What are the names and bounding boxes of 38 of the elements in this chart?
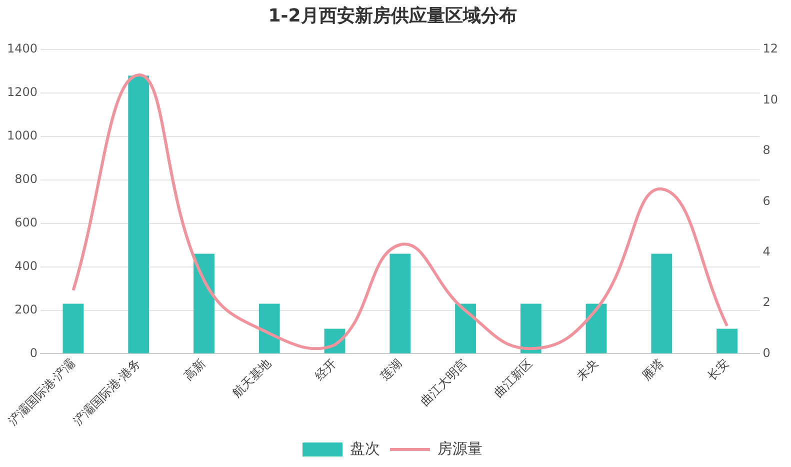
y-tick-label: 1200 <box>6 85 38 100</box>
x-tick-label: 曲江新区 <box>491 356 536 400</box>
y-tick-label: 1400 <box>6 42 38 56</box>
x-tick-label: 未央 <box>574 356 601 384</box>
x-tick-label: 莲湖 <box>378 356 404 384</box>
bar <box>128 76 150 354</box>
line-series <box>72 73 729 350</box>
x-tick-label: 长安 <box>704 356 732 384</box>
y2-tick-label: 4 <box>762 244 770 258</box>
y-tick-label: 0 <box>30 346 38 360</box>
bar <box>194 254 214 354</box>
y-tick-label: 800 <box>14 172 38 186</box>
x-tick-label: 航天基地 <box>230 356 274 400</box>
x-tick-label: 高新 <box>181 356 208 384</box>
bar <box>520 304 542 354</box>
x-tick-label: 雁塔 <box>639 356 666 384</box>
y-tick-label: 400 <box>14 258 38 273</box>
y2-tick-label: 8 <box>762 143 770 158</box>
bar <box>651 254 672 354</box>
y-tick-label: 600 <box>14 216 38 230</box>
x-tick-label: 曲江大明宫 <box>418 356 470 409</box>
bar <box>258 304 280 354</box>
legend-label: 盘次 <box>350 439 380 458</box>
y-tick-label: 1000 <box>6 128 38 143</box>
y2-tick-label: 6 <box>762 194 770 208</box>
chart-title: 1-2月西安新房供应量区域分布 <box>268 5 517 26</box>
y2-tick-label: 0 <box>762 346 770 360</box>
bar <box>455 304 476 354</box>
legend-label: 房源量 <box>438 439 482 458</box>
y2-tick-label: 10 <box>762 92 778 106</box>
bar <box>62 304 84 354</box>
x-tick-label: 经开 <box>312 356 340 384</box>
y-tick-label: 200 <box>14 302 38 316</box>
bar <box>586 304 607 354</box>
bar <box>716 328 738 354</box>
y2-tick-label: 12 <box>762 42 778 56</box>
y2-tick-label: 2 <box>762 295 770 310</box>
bar <box>390 254 411 354</box>
